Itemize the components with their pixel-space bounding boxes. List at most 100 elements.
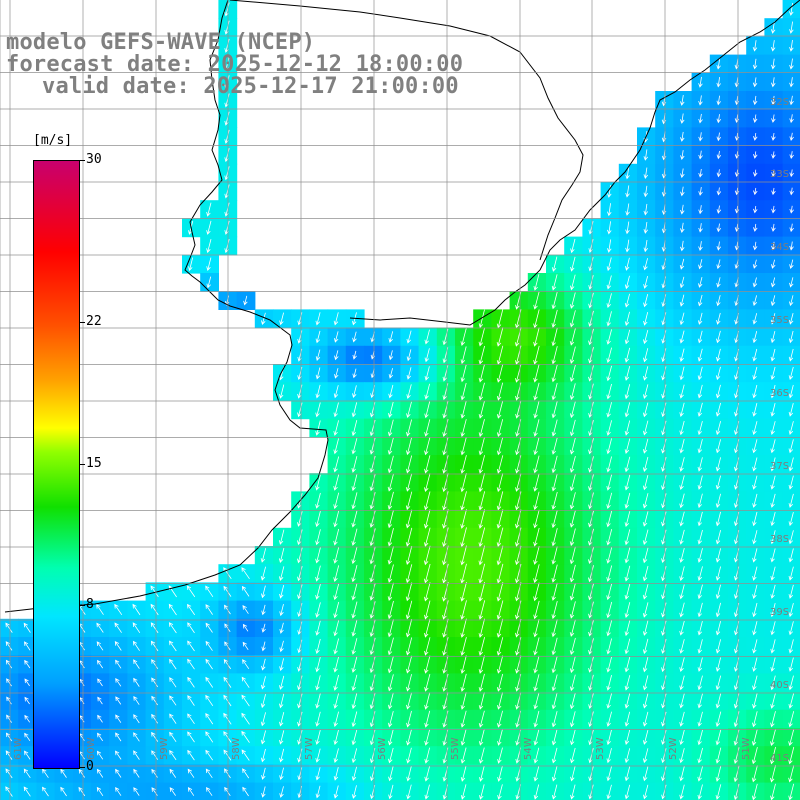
wind-arrow — [771, 95, 776, 106]
wind-arrow — [715, 566, 721, 581]
wind-arrow — [424, 655, 431, 674]
wind-arrow — [588, 347, 594, 364]
wind-arrow — [569, 637, 576, 655]
wind-arrow — [151, 731, 159, 742]
wind-arrow — [151, 787, 158, 796]
wind-arrow — [679, 475, 685, 490]
wind-arrow — [6, 696, 12, 705]
wind-arrow — [387, 546, 394, 565]
wind-arrow — [478, 618, 485, 638]
wind-arrow — [188, 257, 194, 272]
wind-arrow — [6, 678, 12, 687]
wind-arrow — [789, 132, 794, 142]
wind-arrow — [206, 276, 212, 289]
wind-arrow — [279, 748, 285, 763]
wind-arrow — [788, 657, 794, 672]
wind-arrow — [569, 310, 576, 328]
wind-arrow — [715, 421, 721, 436]
wind-arrow — [715, 457, 721, 472]
wind-arrow — [133, 787, 140, 796]
wind-arrow — [661, 602, 667, 618]
wind-arrow — [388, 350, 394, 361]
wind-arrow — [716, 259, 721, 270]
wind-arrow — [533, 491, 540, 511]
wind-arrow — [788, 711, 795, 728]
wind-arrow — [242, 768, 250, 779]
wind-arrow — [187, 768, 195, 778]
wind-arrow — [478, 637, 485, 656]
wind-arrow — [606, 420, 612, 436]
wind-arrow — [642, 402, 649, 418]
wind-arrow — [770, 728, 776, 746]
colorbar-tick-mark — [79, 321, 85, 323]
wind-arrow — [151, 695, 158, 706]
wind-arrow — [478, 437, 485, 456]
wind-arrow — [406, 674, 412, 692]
wind-arrow — [643, 294, 649, 308]
wind-arrow — [752, 602, 758, 618]
wind-arrow — [570, 274, 576, 291]
wind-arrow — [551, 619, 558, 638]
wind-arrow — [187, 695, 195, 706]
latitude-label: 36S — [770, 388, 789, 399]
wind-arrow — [570, 766, 576, 782]
wind-arrow — [206, 787, 213, 796]
wind-arrow — [752, 493, 758, 508]
wind-arrow — [661, 675, 667, 691]
wind-arrow — [260, 566, 266, 581]
wind-arrow — [406, 710, 412, 728]
latitude-label: 34S — [770, 242, 789, 253]
wind-arrow — [588, 619, 594, 637]
wind-arrow — [24, 641, 31, 651]
wind-arrow — [680, 186, 685, 197]
wind-arrow — [661, 748, 667, 764]
wind-arrow — [771, 259, 776, 269]
wind-arrow — [187, 603, 196, 616]
wind-arrow — [733, 747, 740, 765]
wind-arrow — [624, 565, 631, 582]
wind-arrow — [697, 421, 703, 436]
wind-arrow — [496, 400, 504, 419]
wind-arrow — [788, 639, 794, 654]
wind-arrow — [752, 475, 758, 490]
wind-arrow — [624, 675, 631, 691]
wind-arrow — [569, 656, 576, 674]
wind-arrow — [643, 167, 649, 180]
wind-arrow — [114, 641, 122, 651]
wind-arrow — [624, 547, 631, 564]
wind-arrow — [752, 384, 758, 399]
wind-arrow — [588, 766, 594, 782]
wind-arrow — [169, 750, 177, 761]
wind-arrow — [770, 512, 776, 527]
wind-arrow — [697, 693, 703, 709]
wind-arrow — [643, 258, 648, 271]
wind-arrow — [551, 401, 558, 419]
wind-arrow — [679, 330, 685, 344]
wind-arrow — [315, 675, 321, 691]
wind-arrow — [478, 747, 485, 764]
wind-arrow — [679, 348, 685, 363]
wind-arrow — [224, 111, 230, 126]
wind-arrow — [715, 729, 722, 746]
wind-arrow — [551, 601, 558, 620]
wind-arrow — [42, 768, 49, 778]
wind-arrow — [661, 420, 667, 436]
wind-arrow — [297, 621, 303, 635]
wind-arrow — [297, 639, 303, 654]
wind-arrow — [715, 693, 722, 709]
wind-arrow — [333, 492, 340, 510]
wind-arrow — [242, 786, 249, 797]
wind-arrow — [661, 693, 667, 709]
wind-arrow — [661, 639, 667, 654]
wind-arrow — [606, 656, 612, 673]
wind-arrow — [661, 529, 667, 545]
wind-arrow — [551, 656, 558, 674]
wind-arrow — [588, 674, 594, 691]
wind-arrow — [478, 582, 486, 602]
wind-arrow — [752, 348, 758, 362]
wind-arrow — [533, 747, 540, 764]
wind-arrow — [478, 600, 486, 620]
longitude-label: 58W — [231, 737, 242, 760]
wind-arrow — [698, 150, 703, 160]
